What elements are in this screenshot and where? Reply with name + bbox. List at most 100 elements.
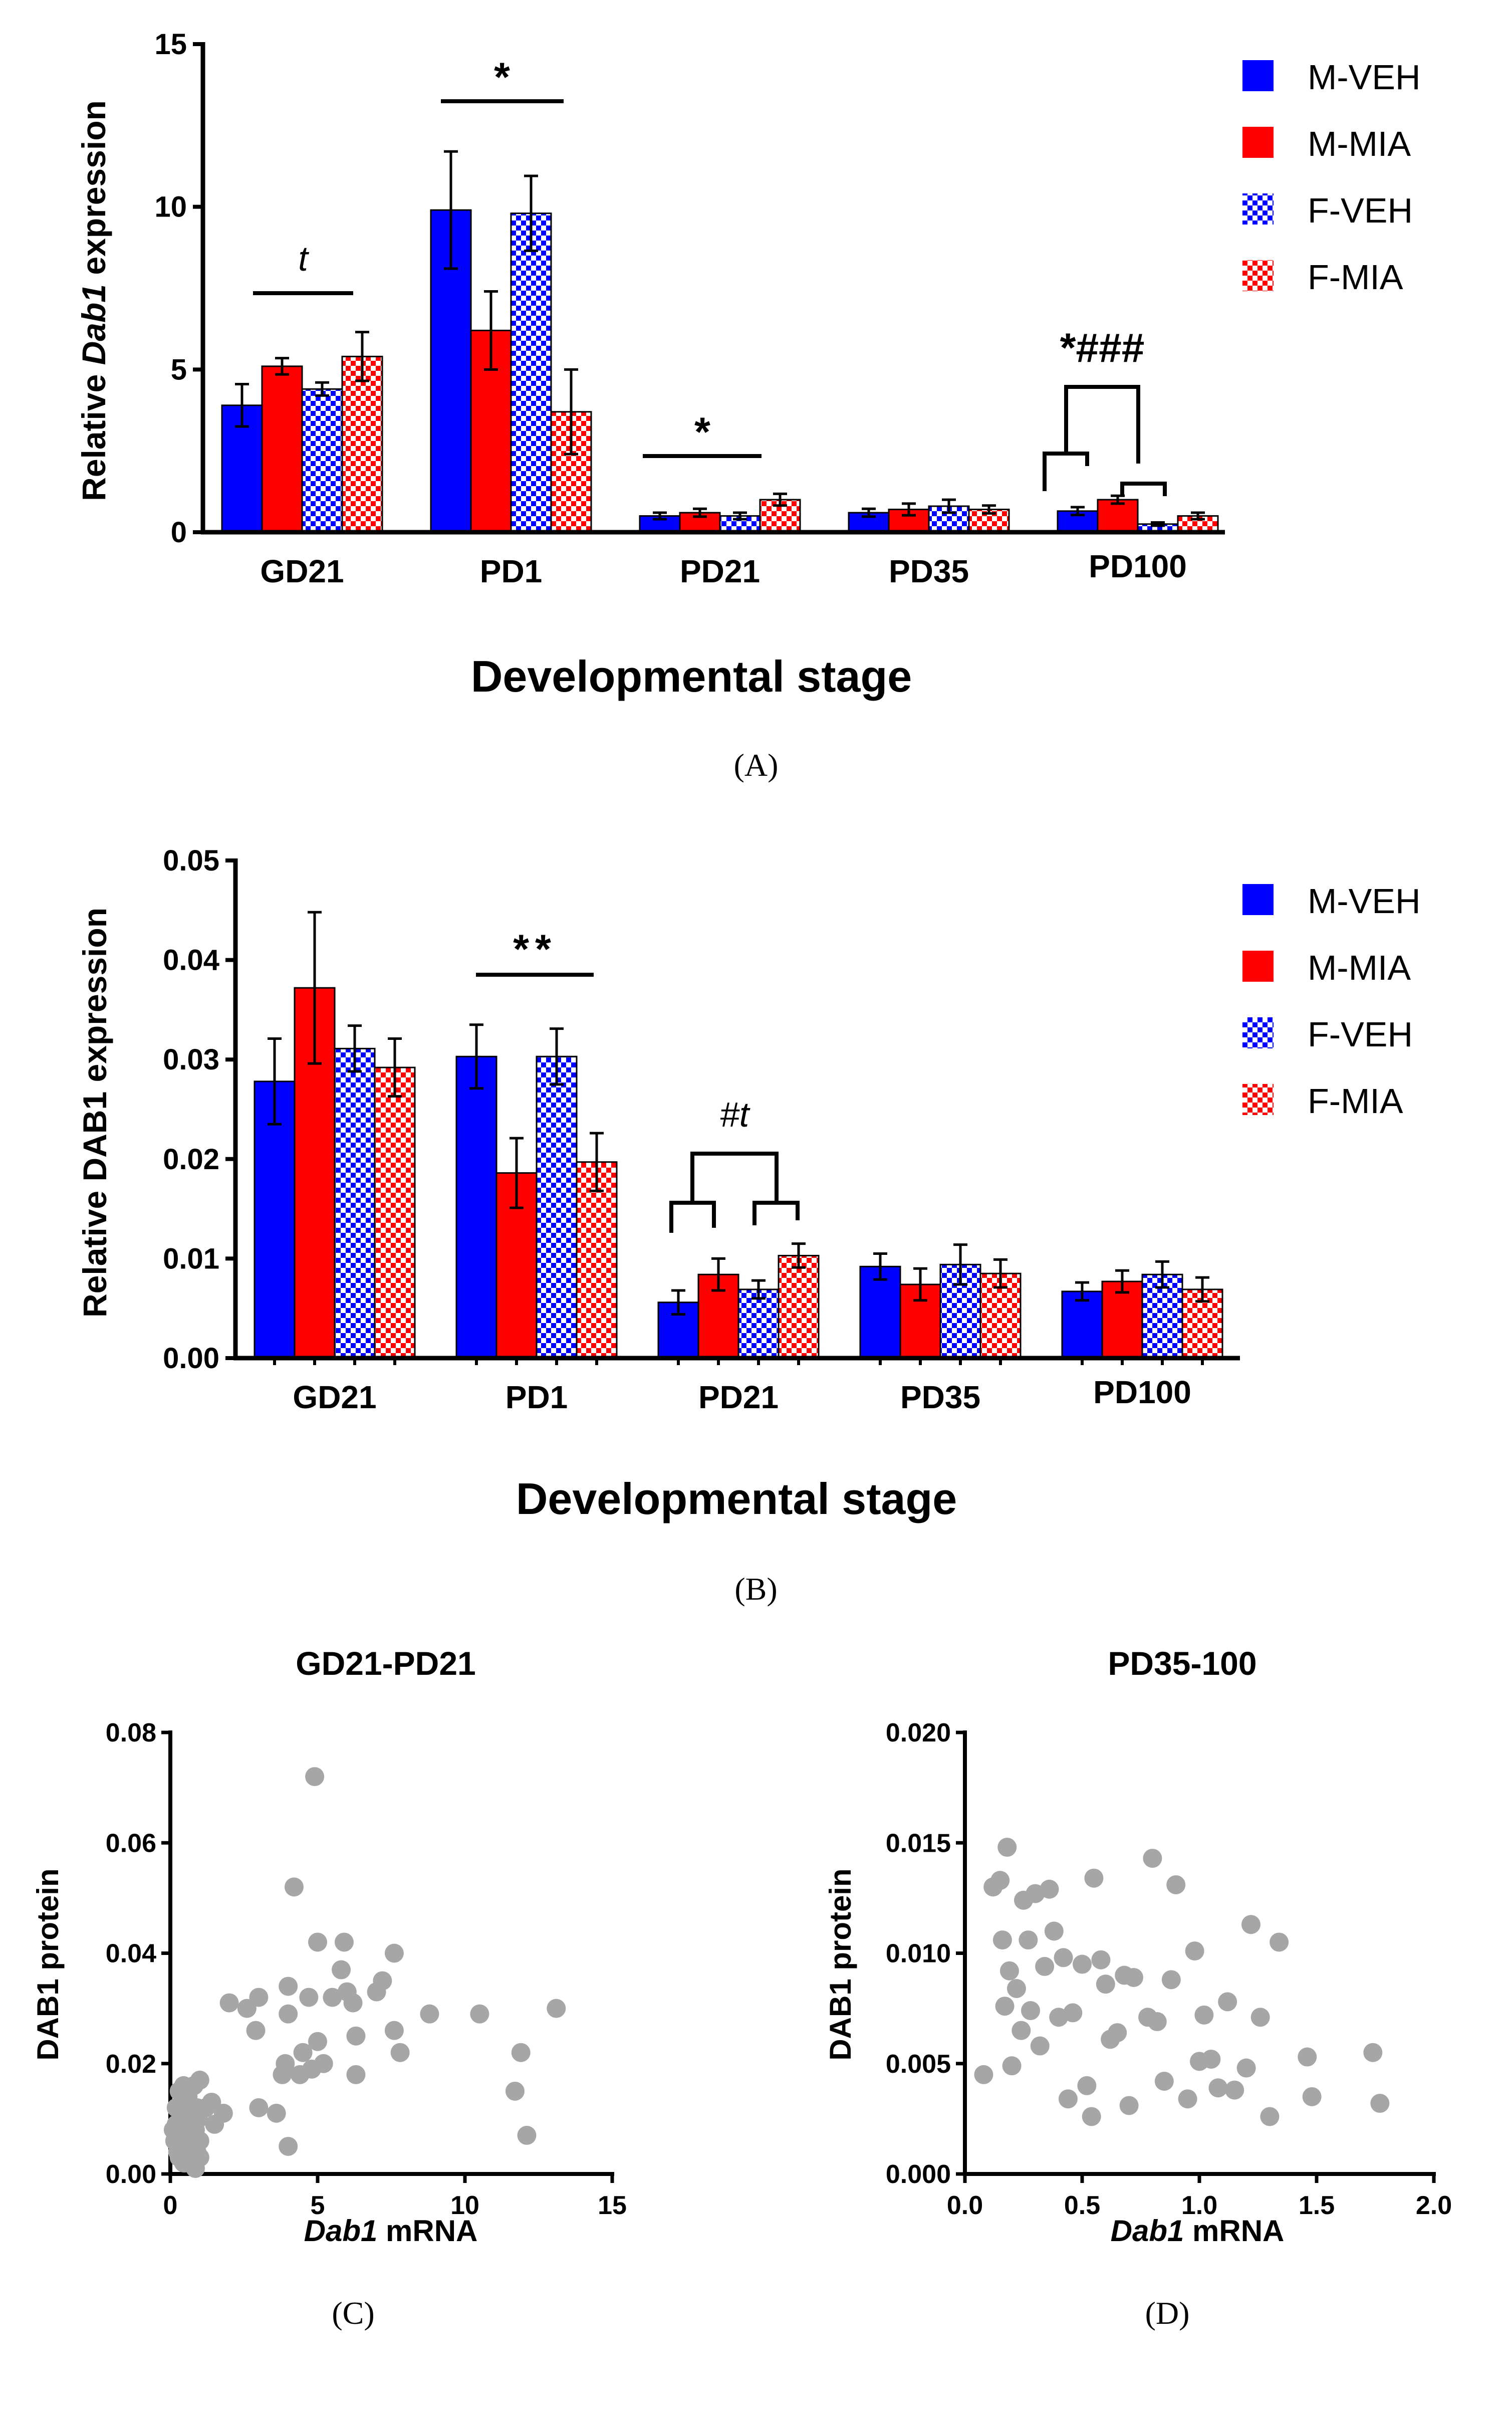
error-bar-m-veh-pd21: [653, 511, 667, 521]
scatter-point: [1044, 1921, 1064, 1941]
bar-f-veh-pd1: [510, 212, 552, 533]
legend-b-f-veh-swatch: [1242, 1017, 1274, 1048]
scatter-point: [1201, 2049, 1221, 2069]
y-tick-label: 0.00: [106, 2160, 156, 2189]
scatter-point: [1166, 1875, 1186, 1894]
scatter-point: [346, 2065, 366, 2084]
x-tick-label: 0.0: [947, 2191, 983, 2220]
y-tick-label: 0: [171, 516, 187, 549]
category-label-gd21: GD21: [260, 553, 344, 589]
legend-b-f-mia-label: F-MIA: [1308, 1081, 1403, 1121]
legend-a-f-veh-label: F-VEH: [1308, 191, 1413, 230]
scatter-point: [1302, 2087, 1322, 2106]
bar-f-veh-gd21: [301, 388, 343, 533]
y-tick-label: 0.000: [886, 2160, 951, 2189]
scatter-point: [177, 2109, 196, 2128]
scatter-point: [547, 1999, 566, 2018]
y-tick-label: 0.02: [106, 2050, 156, 2079]
scatter-point: [1084, 1868, 1104, 1888]
error-bar-m-veh-pd1: [444, 150, 458, 270]
bar-f-mia-gd21: [341, 355, 383, 533]
x-tick-label: 5: [311, 2191, 325, 2220]
error-bar-f-veh-pd100: [1155, 1260, 1169, 1289]
x-tick-label: 15: [598, 2191, 627, 2220]
scatter-point: [202, 2092, 221, 2112]
error-bar-f-mia-pd35: [993, 1258, 1007, 1289]
bar-f-mia-gd21: [374, 1066, 416, 1359]
error-bar-m-veh-gd21: [268, 1037, 282, 1126]
sig-a-gd21-label: t: [298, 239, 309, 278]
error-bar-f-veh-pd1: [550, 1027, 564, 1086]
legend-b-m-veh-label: M-VEH: [1308, 882, 1421, 921]
y-tick-label: 0.00: [163, 1342, 219, 1375]
scatter-point: [990, 1871, 1010, 1890]
scatter-point: [276, 2054, 295, 2073]
scatter-point: [1178, 2089, 1197, 2109]
scatter-point: [305, 1767, 325, 1787]
scatter-point: [1006, 1979, 1026, 1998]
error-bar-m-mia-pd1: [510, 1137, 524, 1209]
scatter-point: [1082, 2107, 1101, 2126]
error-bar-m-mia-gd21: [308, 911, 322, 1065]
scatter-point: [1035, 1956, 1055, 1976]
scatter-point: [1250, 2008, 1270, 2027]
error-bar-f-mia-pd35: [982, 504, 996, 515]
chart-a-y-axis-title: Relative Dab1 expression: [75, 100, 112, 501]
y-tick-label: 0.04: [163, 944, 219, 977]
scatter-point: [334, 1932, 354, 1952]
scatter-point: [505, 2081, 525, 2101]
x-tick-label: 0.5: [1064, 2191, 1100, 2220]
scatter-point: [1208, 2078, 1228, 2098]
category-label-pd21: PD21: [680, 553, 760, 589]
legend-b-m-veh-swatch: [1242, 884, 1274, 915]
scatter-point: [1021, 2001, 1041, 2021]
scatter-point: [1370, 2094, 1390, 2113]
scatter-point: [1030, 2036, 1050, 2056]
scatter-point: [332, 1960, 351, 1980]
y-tick-label: 0.05: [163, 844, 219, 877]
y-tick-label: 10: [154, 191, 187, 224]
error-bar-f-mia-gd21: [388, 1037, 402, 1098]
legend-a-m-mia-label: M-MIA: [1308, 124, 1411, 163]
legend-a-m-veh-label: M-VEH: [1308, 58, 1421, 97]
scatter-point: [323, 1988, 342, 2007]
scatter-point: [997, 1838, 1017, 1857]
error-bar-m-veh-pd100: [1071, 506, 1085, 517]
scatter-point: [343, 1993, 363, 2013]
scatter-point: [284, 1877, 304, 1897]
scatter-point: [279, 1977, 298, 1996]
error-bar-f-mia-pd21: [792, 1242, 806, 1269]
scatter-point: [1073, 1954, 1092, 1974]
panel-label-a: (A): [734, 747, 779, 783]
y-tick-label: 5: [171, 353, 187, 386]
error-bar-m-mia-pd21: [711, 1257, 725, 1292]
chart-a-legend: M-VEH M-MIA F-VEH F-MIA: [1242, 58, 1421, 297]
scatter-point: [999, 1961, 1019, 1981]
chart-b-legend: M-VEH M-MIA F-VEH F-MIA: [1242, 882, 1421, 1121]
error-bar-m-veh-gd21: [235, 383, 249, 428]
scatter-point: [314, 2054, 333, 2073]
error-bar-f-veh-pd1: [524, 174, 538, 252]
scatter-point: [1298, 2047, 1317, 2067]
error-bar-m-veh-pd35: [862, 507, 876, 518]
error-bar-f-veh-pd35: [942, 498, 956, 514]
chart-c-title: GD21-PD21: [296, 1645, 476, 1682]
y-tick-label: 0.06: [106, 1829, 156, 1858]
chart-d-y-axis-title: DAB1 protein: [824, 1868, 857, 2060]
legend-b-m-mia-swatch: [1242, 951, 1274, 982]
legend-a-f-veh-swatch: [1242, 193, 1274, 225]
scatter-point: [1225, 2080, 1244, 2100]
error-bar-m-mia-pd100: [1111, 494, 1125, 505]
scatter-point: [992, 1930, 1012, 1950]
error-bar-m-mia-pd35: [913, 1267, 927, 1302]
chart-a-dab1-mrna: Relative Dab1 expression Developmental s…: [75, 28, 1421, 783]
scatter-point: [470, 2004, 489, 2024]
scatter-point: [279, 2136, 298, 2156]
chart-a-significance: t * * *###: [253, 55, 1167, 496]
scatter-point: [1143, 1849, 1162, 1868]
error-bar-m-mia-pd100: [1115, 1269, 1129, 1294]
legend-b-m-mia-label: M-MIA: [1308, 948, 1411, 987]
legend-a-f-mia-label: F-MIA: [1308, 258, 1403, 297]
legend-a-m-mia-swatch: [1242, 127, 1274, 158]
